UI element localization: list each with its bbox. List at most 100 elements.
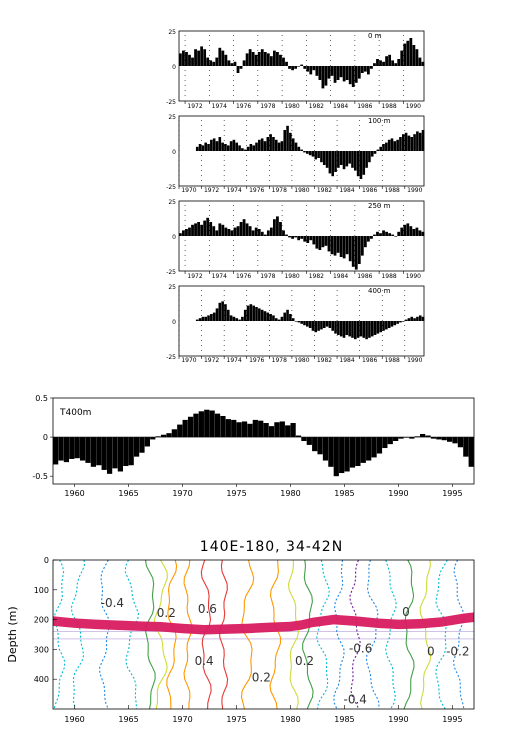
contour-line bbox=[200, 559, 212, 710]
bar bbox=[418, 315, 422, 321]
bar bbox=[376, 321, 380, 334]
bar bbox=[318, 66, 322, 80]
bar bbox=[317, 321, 320, 331]
bar bbox=[123, 437, 129, 467]
bar bbox=[263, 141, 267, 151]
bar bbox=[227, 60, 231, 66]
bar bbox=[348, 236, 352, 262]
bar bbox=[224, 54, 228, 66]
bar bbox=[362, 321, 366, 338]
bar bbox=[322, 437, 329, 461]
bar bbox=[247, 423, 253, 438]
bar bbox=[220, 415, 226, 438]
bar bbox=[276, 52, 279, 66]
panel-label: 100 m bbox=[368, 117, 391, 125]
bar bbox=[248, 49, 252, 66]
bar bbox=[339, 151, 343, 165]
bar bbox=[400, 50, 404, 66]
bar bbox=[373, 321, 377, 335]
bar bbox=[291, 236, 294, 239]
bar bbox=[306, 437, 312, 445]
y-tick-label: 25 bbox=[168, 29, 176, 36]
bar bbox=[354, 321, 357, 340]
bar bbox=[306, 321, 309, 327]
bar bbox=[333, 236, 337, 256]
bar bbox=[179, 233, 182, 236]
bar bbox=[224, 144, 227, 151]
bar bbox=[232, 139, 236, 151]
bar bbox=[345, 321, 349, 335]
bar bbox=[215, 230, 219, 236]
bar bbox=[303, 151, 306, 153]
bar bbox=[260, 138, 264, 151]
bar bbox=[226, 145, 230, 151]
x-tick-label: 1978 bbox=[260, 103, 275, 110]
bar bbox=[285, 425, 291, 438]
bar bbox=[382, 321, 385, 331]
bar bbox=[452, 437, 458, 444]
contour-line bbox=[316, 559, 330, 710]
bar bbox=[283, 130, 287, 151]
bar bbox=[348, 66, 352, 85]
bar bbox=[333, 66, 337, 83]
bar bbox=[218, 302, 222, 321]
bar bbox=[327, 236, 331, 252]
bar bbox=[197, 50, 200, 66]
bar bbox=[399, 137, 402, 151]
bar bbox=[387, 321, 391, 328]
bar bbox=[328, 151, 332, 174]
bar bbox=[245, 223, 249, 236]
bar bbox=[379, 60, 382, 66]
bar bbox=[272, 315, 275, 321]
bar bbox=[257, 229, 261, 236]
bar bbox=[366, 66, 370, 75]
bar bbox=[368, 151, 371, 163]
bar bbox=[106, 437, 113, 474]
bar bbox=[376, 149, 380, 151]
bar bbox=[322, 151, 326, 165]
bar bbox=[309, 236, 313, 241]
bar bbox=[398, 437, 404, 439]
contour-line bbox=[183, 559, 193, 710]
bar bbox=[212, 226, 216, 236]
bar bbox=[263, 234, 267, 236]
bar bbox=[185, 52, 188, 66]
bar bbox=[376, 437, 383, 454]
bar bbox=[463, 437, 469, 457]
bar bbox=[447, 437, 453, 442]
bar bbox=[300, 64, 304, 66]
bar bbox=[351, 321, 354, 338]
chart-title: 140E-180, 34-42N bbox=[200, 539, 343, 555]
bar bbox=[370, 66, 373, 69]
bar bbox=[200, 224, 204, 236]
contour-label: 0.6 bbox=[198, 602, 217, 616]
bar bbox=[79, 437, 86, 461]
x-tick-label: 1988 bbox=[385, 187, 400, 194]
bar bbox=[385, 56, 388, 66]
bar bbox=[198, 318, 202, 321]
x-tick-label: 1990 bbox=[388, 489, 408, 498]
bar bbox=[204, 142, 207, 151]
bar bbox=[297, 236, 301, 241]
bar bbox=[254, 227, 258, 236]
contour-line bbox=[435, 559, 448, 710]
bar bbox=[317, 437, 323, 455]
bar bbox=[291, 138, 295, 151]
bar bbox=[274, 318, 278, 321]
x-tick-label: 1970 bbox=[181, 187, 196, 194]
y-tick-label: 0 bbox=[172, 319, 176, 326]
x-tick-label: 1960 bbox=[64, 489, 84, 498]
bar bbox=[413, 318, 416, 321]
bar bbox=[339, 321, 343, 337]
bar bbox=[407, 135, 411, 151]
bar bbox=[409, 437, 415, 439]
bar bbox=[379, 321, 382, 333]
bar bbox=[233, 227, 237, 236]
bar bbox=[324, 66, 328, 86]
contour-line bbox=[333, 559, 345, 710]
bar bbox=[344, 437, 350, 472]
contour-line bbox=[349, 559, 361, 710]
contour-line bbox=[403, 559, 415, 710]
bar bbox=[327, 66, 331, 79]
x-tick-label: 1982 bbox=[309, 273, 324, 280]
